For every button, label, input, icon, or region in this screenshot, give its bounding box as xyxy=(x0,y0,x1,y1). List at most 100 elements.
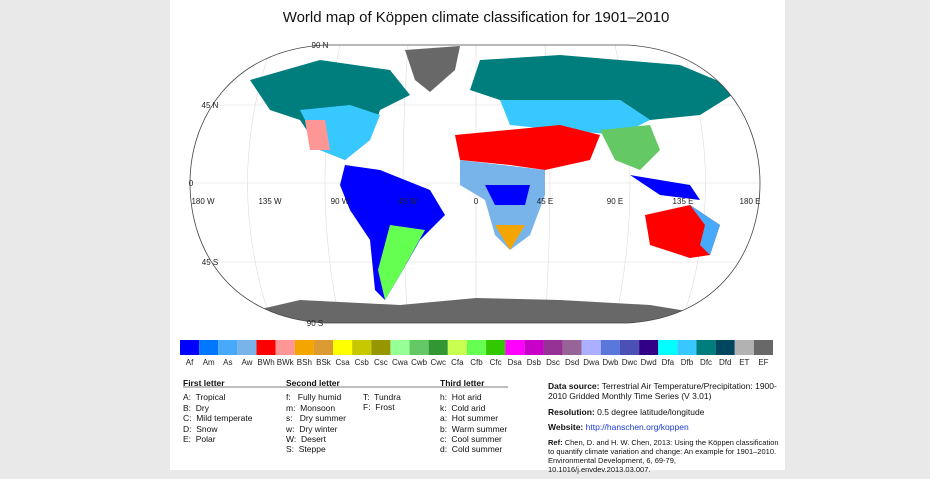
australia-east xyxy=(690,205,720,255)
legend-swatch xyxy=(696,340,716,355)
key-item: s: Dry summer xyxy=(286,413,346,424)
legend-swatch xyxy=(639,340,659,355)
info-text: 0.5 degree latitude/longitude xyxy=(597,406,705,417)
longitude-label: 0 xyxy=(474,197,479,206)
east-asia xyxy=(600,125,660,170)
latitude-label: 45 S xyxy=(202,258,218,267)
legend-label: Csc xyxy=(374,358,388,367)
legend-swatch xyxy=(428,340,448,355)
second-key: Second letter f: Fully humid m: Monsoon s: … xyxy=(286,378,346,455)
legend-swatch xyxy=(352,340,372,355)
legend-swatch xyxy=(218,340,238,355)
key-item: S: Steppe xyxy=(286,444,326,455)
legend-swatch xyxy=(333,340,353,355)
info-ref: Ref: Chen, D. and H. W. Chen, 2013: Usin… xyxy=(548,438,780,475)
legend-swatch xyxy=(600,340,620,355)
key-item: a: Hot summer xyxy=(440,413,499,424)
legend-swatch xyxy=(447,340,467,355)
legend-label: Dfa xyxy=(662,358,675,367)
legend-label: As xyxy=(223,358,232,367)
title: World map of Köppen climate classificati… xyxy=(283,9,670,26)
key-item: w: Dry winter xyxy=(286,423,338,434)
legend-swatch xyxy=(313,340,334,355)
legend-swatch xyxy=(677,340,697,355)
legend-label: Cfa xyxy=(451,358,464,367)
info-website: Website: http://hanschen.org/koppen xyxy=(548,422,780,432)
legend-swatch xyxy=(409,340,429,355)
info-label: Website: xyxy=(548,422,584,433)
key-item: h: Hot arid xyxy=(440,392,482,403)
legend-swatch xyxy=(734,340,754,355)
legend-label: Dsb xyxy=(527,358,542,367)
key-item: T: Tundra xyxy=(363,392,401,402)
legend-swatch xyxy=(715,340,735,355)
info-resolution: Resolution: 0.5 degree latitude/longitud… xyxy=(548,407,780,417)
key-item: A: Tropical xyxy=(183,392,226,403)
legend-label: BWh xyxy=(257,358,274,367)
info-source: Data source: Terrestrial Air Temperature… xyxy=(548,381,780,402)
legend-swatch xyxy=(256,340,276,355)
info-label: Ref: xyxy=(548,437,563,447)
website-link[interactable]: http://hanschen.org/koppen xyxy=(585,422,689,433)
info-label: Data source: xyxy=(548,381,600,391)
south-america-south xyxy=(378,225,425,300)
legend-label: Cwa xyxy=(392,358,409,367)
legend-swatch xyxy=(275,340,295,355)
legend-swatch xyxy=(562,340,582,355)
legend-label: Am xyxy=(203,358,215,367)
key-item: E: Polar xyxy=(183,434,216,445)
key-heading: Second letter xyxy=(286,378,340,388)
legend-label: Dsa xyxy=(508,358,523,367)
legend-label: Af xyxy=(186,358,194,367)
legend-label: Dwa xyxy=(583,358,600,367)
legend-label: Csb xyxy=(355,358,370,367)
legend-label: BSk xyxy=(316,358,332,367)
key-heading: First letter xyxy=(183,378,225,388)
legend-label: Dwb xyxy=(602,358,619,367)
key-item: d: Cold summer xyxy=(440,444,503,455)
key-item: f: Fully humid xyxy=(286,392,342,403)
longitude-label: 135 W xyxy=(258,197,282,206)
legend-label: Cwb xyxy=(411,358,428,367)
legend-swatch xyxy=(753,340,773,355)
legend-label: Csa xyxy=(335,358,350,367)
maritime-asia xyxy=(630,175,700,200)
legend-label: Dfd xyxy=(719,358,731,367)
legend-swatch xyxy=(486,340,506,355)
greenland xyxy=(405,46,460,92)
third-key: Third letter h: Hot arid k: Cold arid a: Ho… xyxy=(440,378,507,455)
legend-swatch xyxy=(180,340,200,355)
legend-label: Dfc xyxy=(700,358,712,367)
north-america-west xyxy=(305,120,330,150)
map-outline xyxy=(189,44,761,324)
legend-swatch xyxy=(524,340,544,355)
legend-label: EF xyxy=(758,358,768,367)
latitude-label: 0 xyxy=(189,179,194,188)
legend-label: ET xyxy=(739,358,749,367)
legend-swatch xyxy=(371,340,391,355)
latitude-label: 45 N xyxy=(202,101,219,110)
legend-label: Cfc xyxy=(490,358,502,367)
legend-label: Dsc xyxy=(546,358,560,367)
key-item: C: Mild temperate xyxy=(183,413,253,424)
info-text: Chen, D. and H. W. Chen, 2013: Using the… xyxy=(548,437,779,475)
africa-center xyxy=(485,185,530,205)
longitude-label: 180 W xyxy=(191,197,215,206)
key-heading: Third letter xyxy=(440,378,485,388)
legend-label: Dfb xyxy=(681,358,694,367)
legend-swatch xyxy=(390,340,410,355)
legend-label: Dwc xyxy=(622,358,638,367)
legend-swatch xyxy=(294,340,314,355)
eurasia-mid xyxy=(500,100,650,135)
legend-label: Dwd xyxy=(641,358,657,367)
legend-swatch xyxy=(581,340,601,355)
longitude-label: 180 E xyxy=(740,197,761,206)
key-item: c: Cool summer xyxy=(440,434,502,445)
legend-swatch xyxy=(199,340,219,355)
longitude-label: 135 E xyxy=(673,197,694,206)
legend-swatch xyxy=(543,340,563,355)
info-text: Terrestrial Air Temperature/Precipitatio… xyxy=(548,381,777,402)
legend-label: BWk xyxy=(277,358,295,367)
key-item: F: Frost xyxy=(363,402,395,413)
